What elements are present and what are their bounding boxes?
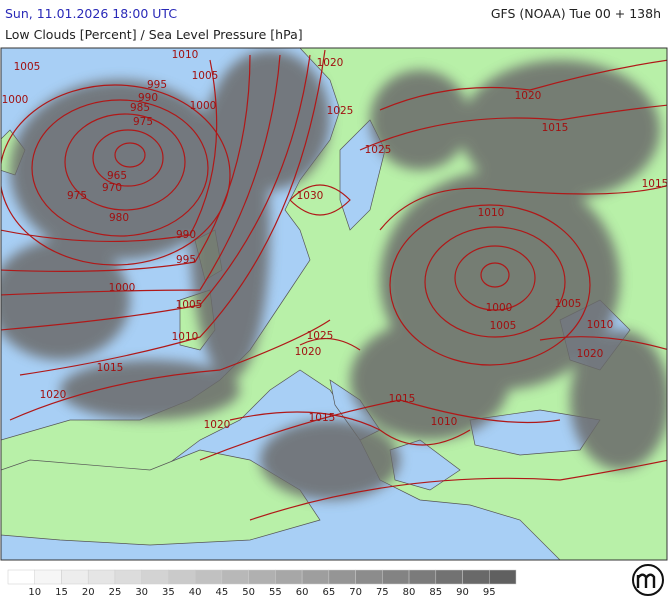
legend-swatch <box>194 569 223 585</box>
isobar-label: 1025 <box>365 144 392 156</box>
isobar-label: 1010 <box>587 319 614 331</box>
legend-label: 35 <box>162 587 175 598</box>
isobar-label: 1005 <box>192 70 219 82</box>
isobar-label: 1005 <box>555 298 582 310</box>
isobar-label: 1010 <box>172 331 199 343</box>
legend-swatch <box>34 569 62 585</box>
isobar-label: 1015 <box>97 362 124 374</box>
isobar-label: 975 <box>67 190 87 202</box>
legend-swatch <box>114 569 142 585</box>
isobar-label: 1000 <box>190 100 217 112</box>
isobar-label: 1010 <box>478 207 505 219</box>
isobar-label: 1025 <box>327 105 354 117</box>
isobar-label: 1005 <box>176 299 203 311</box>
isobar-label: 965 <box>107 170 127 182</box>
legend-label: 25 <box>109 587 122 598</box>
legend-label: 95 <box>483 587 496 598</box>
legend-label: 50 <box>242 587 255 598</box>
legend-label: 75 <box>376 587 389 598</box>
legend-label: 80 <box>403 587 416 598</box>
isobar-label: 1000 <box>109 282 136 294</box>
legend-swatch <box>489 569 517 585</box>
legend-swatch <box>221 569 249 585</box>
legend-label: 40 <box>189 587 202 598</box>
legend-swatch <box>301 569 330 585</box>
legend-label: 30 <box>135 587 148 598</box>
isobar-label: 1015 <box>542 122 569 134</box>
legend-swatch <box>435 569 463 585</box>
legend-label: 65 <box>322 587 335 598</box>
legend-label: 85 <box>429 587 442 598</box>
isobar-label: 980 <box>109 212 129 224</box>
isobar-label: 1005 <box>490 320 517 332</box>
cloud-cover <box>1 50 667 500</box>
legend-swatch <box>275 569 303 585</box>
isobar-label: 1015 <box>309 412 336 424</box>
isobar-label: 1010 <box>172 49 199 61</box>
isobar-label: 995 <box>147 79 167 91</box>
isobar-label: 1020 <box>515 90 542 102</box>
isobar-label: 1000 <box>486 302 513 314</box>
legend-swatch <box>61 569 89 585</box>
legend-swatch <box>355 569 383 585</box>
legend-swatch <box>7 569 35 585</box>
legend-swatch <box>408 569 437 585</box>
isobar-label: 985 <box>130 102 150 114</box>
map-frame <box>0 47 668 561</box>
isobar-label: 1020 <box>317 57 344 69</box>
legend-label: 70 <box>349 587 362 598</box>
valid-time: Sun, 11.01.2026 18:00 UTC <box>5 6 178 21</box>
isobar-label: 975 <box>133 116 153 128</box>
isobar-label: 1000 <box>2 94 29 106</box>
isobar-label: 1015 <box>642 178 669 190</box>
isobar-label: 995 <box>176 254 196 266</box>
isobar-label: 1030 <box>297 190 324 202</box>
legend-label: 10 <box>28 587 41 598</box>
isobar-label: 1020 <box>295 346 322 358</box>
legend: 10 15 20 25 30 35 40 45 50 55 60 65 70 75 80 85 90 95 <box>7 569 517 598</box>
isobar-label: 1010 <box>431 416 458 428</box>
isobars <box>1 49 667 521</box>
model-run: GFS (NOAA) Tue 00 + 138h <box>490 6 661 21</box>
subtitle: Low Clouds [Percent] / Sea Level Pressur… <box>5 27 303 42</box>
legend-swatch <box>248 569 276 585</box>
legend-label: 15 <box>55 587 68 598</box>
legend-swatch <box>87 569 116 585</box>
isobar-label: 1020 <box>40 389 67 401</box>
isobar-label: 990 <box>138 92 158 104</box>
legend-swatch <box>462 569 490 585</box>
isobar-label: 970 <box>102 182 122 194</box>
isobar-label: 1005 <box>14 61 41 73</box>
legend-label: 60 <box>296 587 309 598</box>
legend-swatch <box>168 569 196 585</box>
isobar-label: 1015 <box>389 393 416 405</box>
logo <box>632 564 664 596</box>
legend-label: 20 <box>82 587 95 598</box>
legend-label: 55 <box>269 587 282 598</box>
isobar-label: 1025 <box>307 330 334 342</box>
isobar-label: 990 <box>176 229 196 241</box>
legend-label: 45 <box>216 587 229 598</box>
legend-label: 90 <box>456 587 469 598</box>
isobar-label: 1020 <box>577 348 604 360</box>
legend-swatch <box>382 569 410 585</box>
legend-swatch <box>328 569 356 585</box>
legend-swatch <box>141 569 169 585</box>
isobar-label: 1020 <box>204 419 231 431</box>
